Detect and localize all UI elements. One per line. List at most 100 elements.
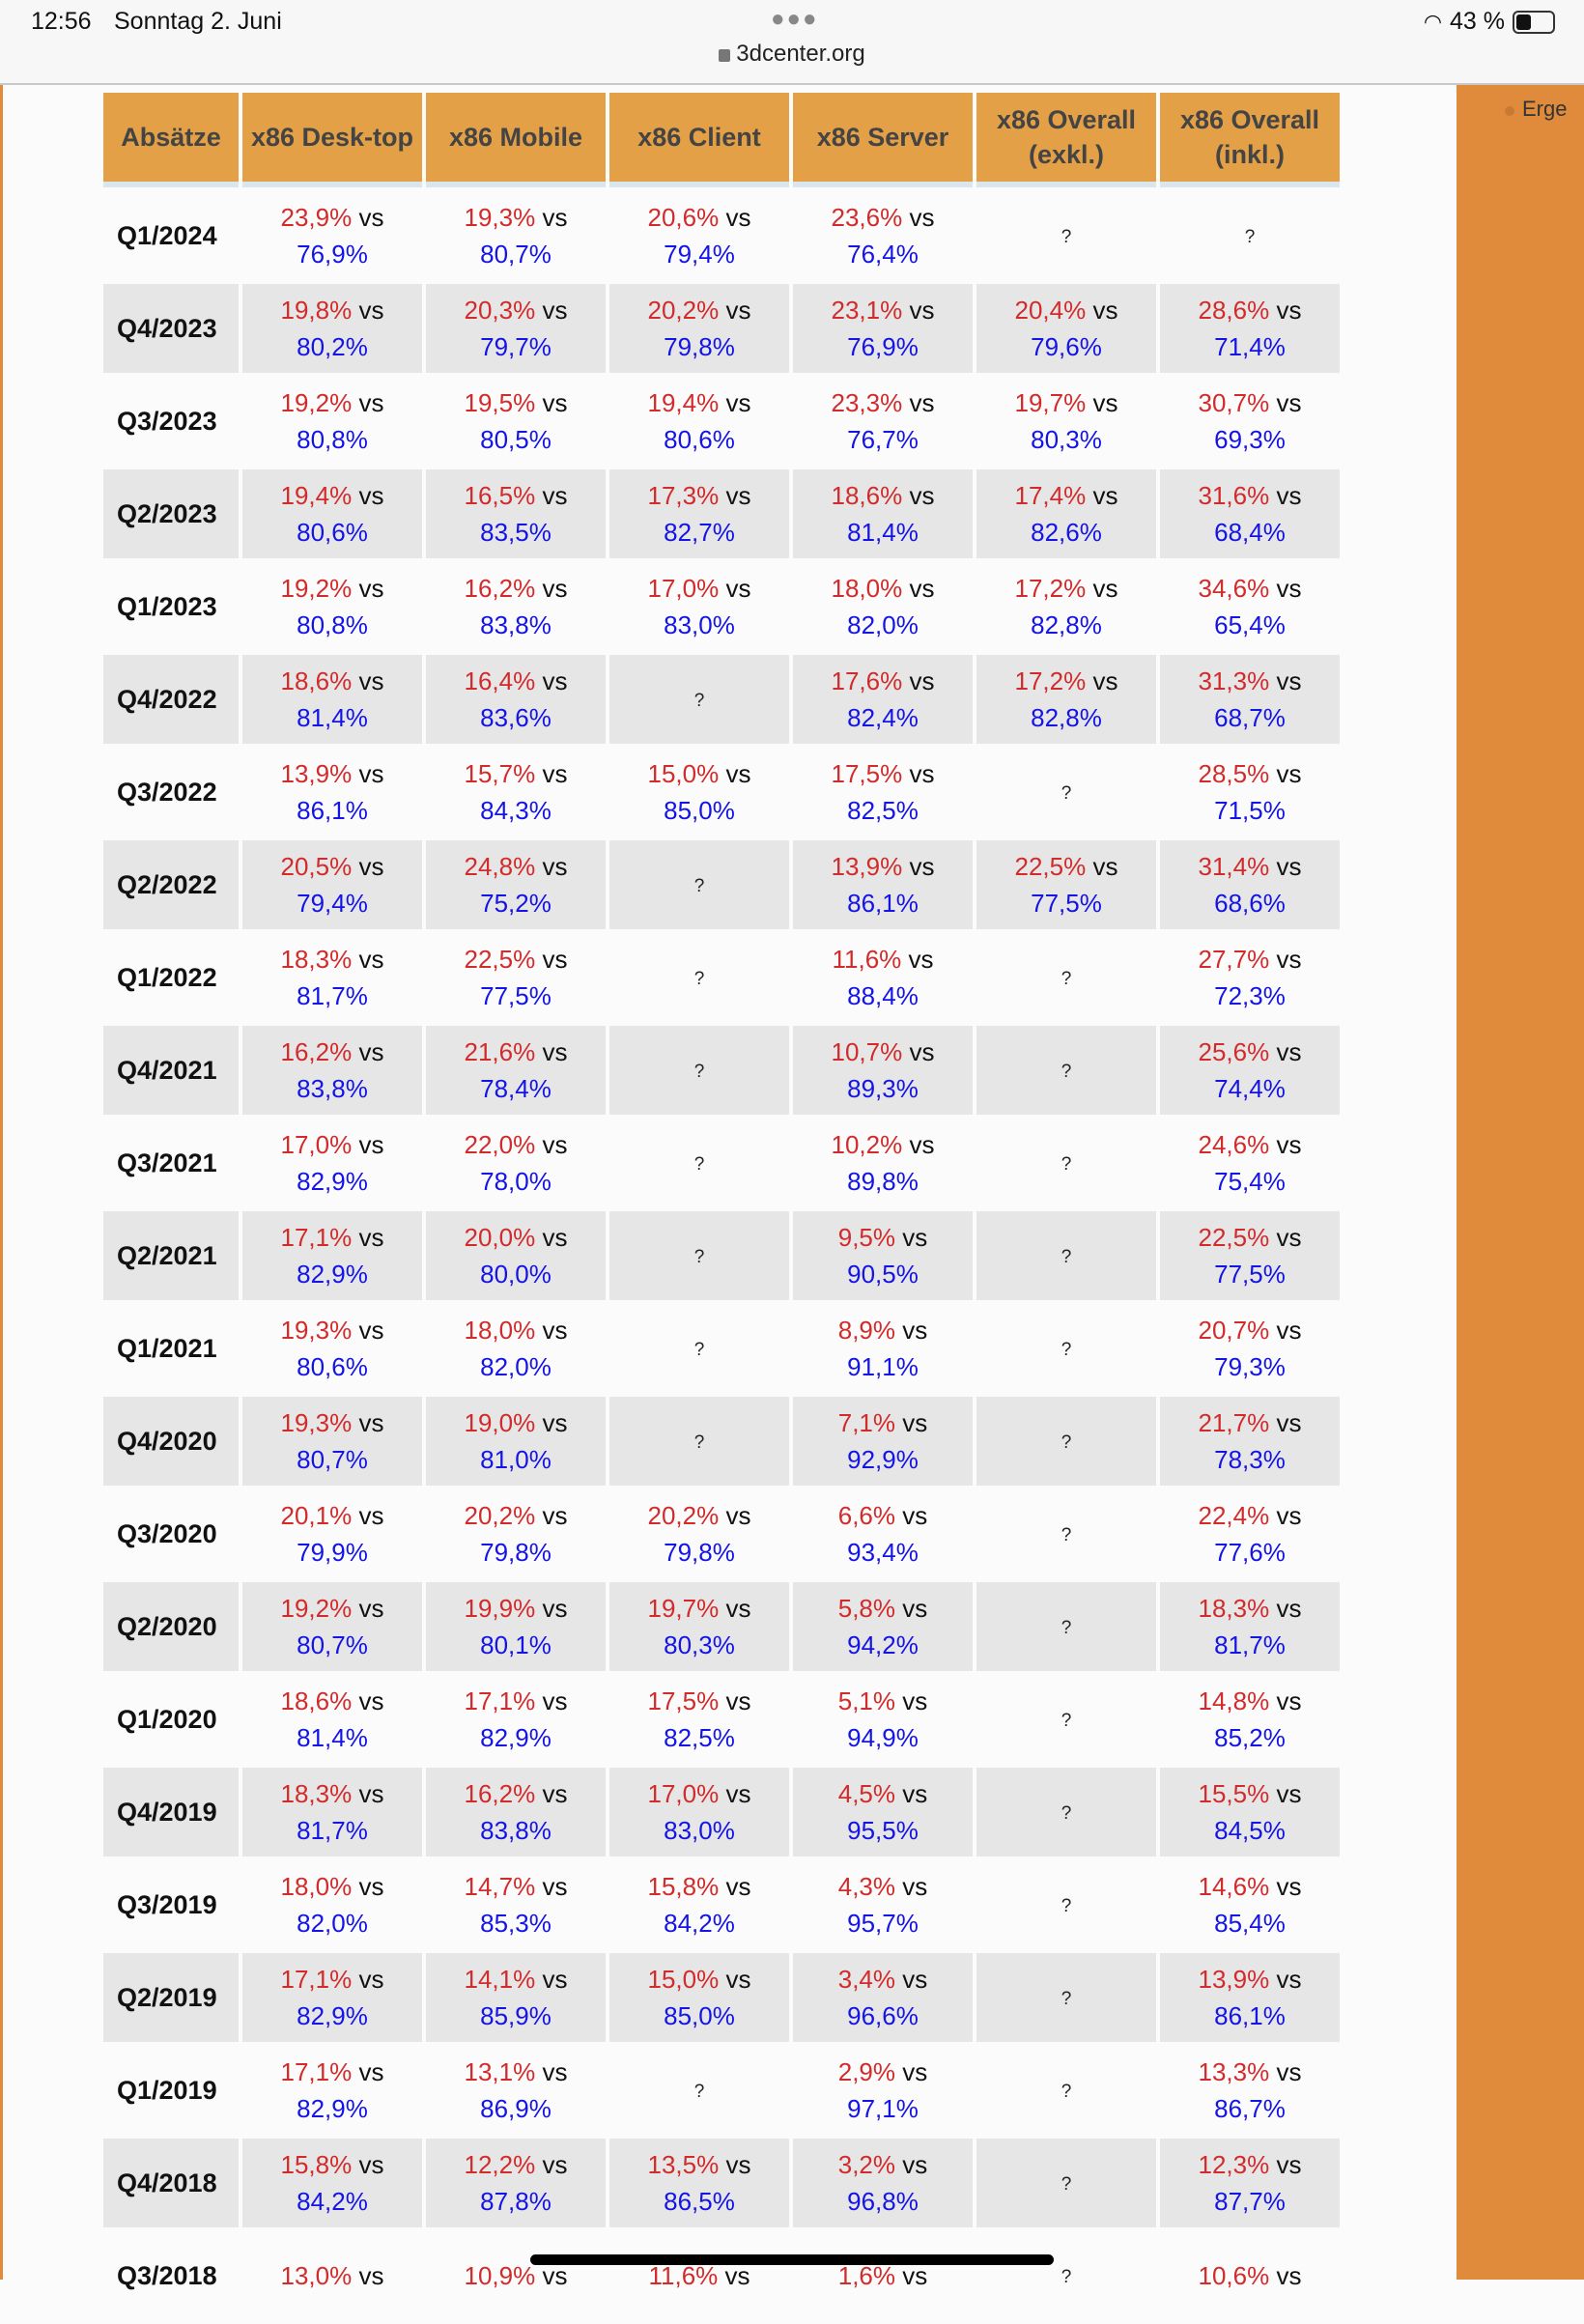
amd-share: 24,8% [464, 852, 536, 881]
amd-share: 17,1% [280, 1223, 353, 1252]
table-row: Q4/2021 16,2% vs 83,8% 21,6% vs 78,4%? 10,7% … [103, 1026, 1340, 1115]
vs-label: vs [1276, 1408, 1302, 1437]
share-cell: 20,0% vs 80,0% [426, 1211, 606, 1300]
share-cell: 10,7% vs 89,3% [793, 1026, 973, 1115]
intel-share: 83,8% [480, 610, 552, 639]
intel-share: 77,5% [1031, 889, 1102, 918]
multitasking-dots-icon[interactable]: ●●● [771, 6, 819, 32]
intel-share: 82,6% [1031, 518, 1102, 547]
amd-share: 9,5% [837, 1223, 896, 1252]
share-cell: 31,3% vs 68,7% [1160, 655, 1340, 744]
share-cell: 22,5% vs 77,5% [1160, 1211, 1340, 1300]
vs-label: vs [358, 2057, 384, 2086]
share-cell: ? [609, 1304, 789, 1393]
vs-label: vs [358, 1223, 384, 1252]
amd-share: 17,0% [647, 574, 720, 603]
share-cell: 15,0% vs 85,0% [609, 748, 789, 836]
unknown-value: ? [1061, 1432, 1072, 1453]
share-cell: 1,6% vs [793, 2231, 973, 2320]
table-row: Q2/2020 19,2% vs 80,7% 19,9% vs 80,1% 19,7% v… [103, 1582, 1340, 1671]
amd-share: 3,2% [837, 2150, 896, 2179]
share-cell: 15,0% vs 85,0% [609, 1953, 789, 2042]
intel-share: 86,1% [847, 889, 919, 918]
amd-share: 18,6% [831, 481, 903, 510]
intel-share: 81,7% [297, 1816, 368, 1845]
sidebar-link[interactable]: Erge [1505, 97, 1567, 122]
intel-share: 82,0% [847, 610, 919, 639]
share-cell: 17,1% vs 82,9% [242, 2046, 422, 2135]
column-header: x86 Overall (inkl.) [1160, 93, 1340, 187]
share-cell: 20,2% vs 79,8% [609, 1489, 789, 1578]
amd-share: 23,9% [280, 203, 353, 232]
table-row: Q3/2020 20,1% vs 79,9% 20,2% vs 79,8% 20,2% v… [103, 1489, 1340, 1578]
share-cell: 17,6% vs 82,4% [793, 655, 973, 744]
intel-share: 84,2% [664, 1909, 735, 1938]
vs-label: vs [358, 388, 384, 417]
unknown-value: ? [1061, 2082, 1072, 2102]
unknown-value: ? [1061, 1340, 1072, 1360]
share-cell: 10,9% vs [426, 2231, 606, 2320]
intel-share: 79,4% [664, 240, 735, 269]
share-cell: ? [976, 1211, 1156, 1300]
amd-share: 19,8% [280, 296, 353, 325]
intel-share: 80,0% [480, 1260, 552, 1289]
amd-share: 17,6% [831, 666, 903, 695]
amd-share: 22,5% [1014, 852, 1087, 881]
intel-share: 80,8% [297, 610, 368, 639]
share-cell: ? [609, 655, 789, 744]
amd-share: 18,6% [280, 1686, 353, 1715]
vs-label: vs [725, 2150, 751, 2179]
share-cell: 11,6% vs 88,4% [793, 933, 973, 1022]
table-row: Q2/2023 19,4% vs 80,6% 16,5% vs 83,5% 17,3% v… [103, 469, 1340, 558]
vs-label: vs [1276, 1965, 1302, 1994]
intel-share: 89,8% [847, 1167, 919, 1196]
share-cell: 20,3% vs 79,7% [426, 284, 606, 373]
table-row: Q1/2019 17,1% vs 82,9% 13,1% vs 86,9%? 2,9% v… [103, 2046, 1340, 2135]
share-cell: ? [976, 1397, 1156, 1486]
intel-share: 82,5% [847, 796, 919, 825]
vs-label: vs [542, 852, 568, 881]
vs-label: vs [902, 2261, 928, 2290]
unknown-value: ? [693, 969, 705, 989]
amd-share: 18,3% [1198, 1594, 1270, 1623]
share-cell: 18,3% vs 81,7% [242, 1768, 422, 1856]
quarter-label: Q3/2018 [117, 2261, 217, 2290]
amd-share: 13,3% [1198, 2057, 1270, 2086]
vs-label: vs [358, 2261, 384, 2290]
quarter-label: Q1/2024 [117, 221, 217, 250]
share-cell: 12,3% vs 87,7% [1160, 2139, 1340, 2227]
intel-share: 79,6% [1031, 332, 1102, 361]
clock: 12:56 [31, 8, 92, 35]
intel-share: 97,1% [847, 2094, 919, 2123]
vs-label: vs [902, 2150, 928, 2179]
amd-share: 18,0% [280, 1872, 353, 1901]
vs-label: vs [1276, 759, 1302, 788]
vs-label: vs [542, 388, 568, 417]
share-cell: 2,9% vs 97,1% [793, 2046, 973, 2135]
intel-share: 82,9% [297, 2001, 368, 2030]
column-header: x86 Server [793, 93, 973, 187]
share-cell: 17,0% vs 83,0% [609, 1768, 789, 1856]
vs-label: vs [909, 388, 935, 417]
share-cell: ? [976, 1489, 1156, 1578]
intel-share: 68,4% [1214, 518, 1286, 547]
amd-share: 16,2% [280, 1037, 353, 1066]
vs-label: vs [725, 759, 751, 788]
unknown-value: ? [693, 876, 705, 896]
vs-label: vs [1276, 481, 1302, 510]
share-cell: 17,3% vs 82,7% [609, 469, 789, 558]
share-cell: 20,2% vs 79,8% [426, 1489, 606, 1578]
share-cell: 17,1% vs 82,9% [242, 1211, 422, 1300]
vs-label: vs [542, 2057, 568, 2086]
share-cell: 18,3% vs 81,7% [1160, 1582, 1340, 1671]
amd-share: 31,4% [1198, 852, 1270, 881]
vs-label: vs [542, 1965, 568, 1994]
vs-label: vs [909, 1037, 935, 1066]
table-row: Q2/2019 17,1% vs 82,9% 14,1% vs 85,9% 15,0% v… [103, 1953, 1340, 2042]
vs-label: vs [542, 1872, 568, 1901]
unknown-value: ? [1061, 1896, 1072, 1916]
home-indicator[interactable] [530, 2254, 1054, 2265]
address-bar[interactable]: 3dcenter.org [0, 41, 1584, 68]
share-cell: ? [609, 840, 789, 929]
quarter-label: Q3/2020 [117, 1519, 217, 1548]
